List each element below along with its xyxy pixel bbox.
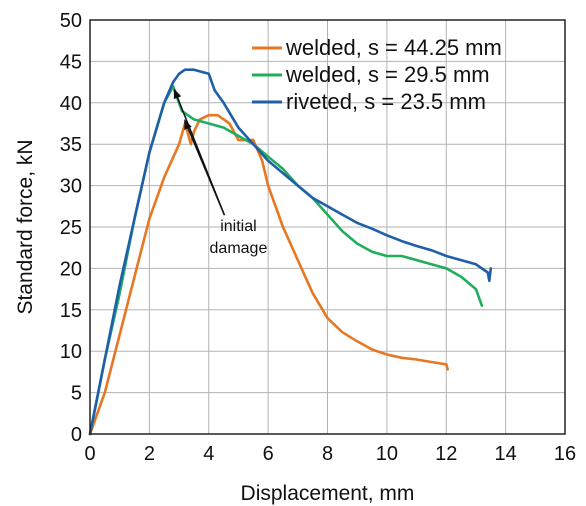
x-tick-label: 12 xyxy=(435,443,457,465)
series-lines xyxy=(88,68,493,436)
y-tick-label: 30 xyxy=(60,176,82,198)
y-tick-label: 45 xyxy=(60,51,82,73)
x-tick-label: 16 xyxy=(554,443,576,465)
y-tick-label: 10 xyxy=(60,341,82,363)
y-tick-label: 5 xyxy=(71,383,82,405)
series-line-1 xyxy=(88,113,450,436)
series-line-3 xyxy=(88,68,493,436)
y-axis-label: Standard force, kN xyxy=(14,139,37,314)
initial-damage-annotation: initial damage xyxy=(173,88,268,257)
x-tick-label: 8 xyxy=(322,443,333,465)
tick-labels: 0 2 4 6 8 10 12 14 16 0 5 10 15 20 25 30 35 40 45 50 xyxy=(60,10,576,465)
plot-frame xyxy=(89,19,566,435)
series-line-2 xyxy=(88,84,484,436)
y-tick-label: 0 xyxy=(71,424,82,446)
y-tick-label: 15 xyxy=(60,300,82,322)
x-tick-label: 0 xyxy=(84,443,95,465)
x-axis-label: Displacement, mm xyxy=(241,482,415,505)
x-tick-label: 2 xyxy=(144,443,155,465)
annotation-text: damage xyxy=(210,240,268,257)
y-tick-label: 20 xyxy=(60,258,82,280)
annotation-arrow xyxy=(184,119,226,216)
annotation-text: initial xyxy=(220,218,256,235)
x-tick-label: 6 xyxy=(263,443,274,465)
x-tick-label: 10 xyxy=(376,443,398,465)
legend-entry: welded, s = 44.25 mm xyxy=(285,35,502,60)
x-tick-label: 14 xyxy=(495,443,517,465)
legend-entry: welded, s = 29.5 mm xyxy=(285,62,490,87)
y-tick-label: 25 xyxy=(60,217,82,239)
y-tick-label: 40 xyxy=(60,93,82,115)
x-tick-label: 4 xyxy=(203,443,214,465)
y-tick-label: 50 xyxy=(60,10,82,32)
legend-entry: riveted, s = 23.5 mm xyxy=(286,89,486,114)
gridlines xyxy=(89,19,566,435)
y-tick-label: 35 xyxy=(60,134,82,156)
